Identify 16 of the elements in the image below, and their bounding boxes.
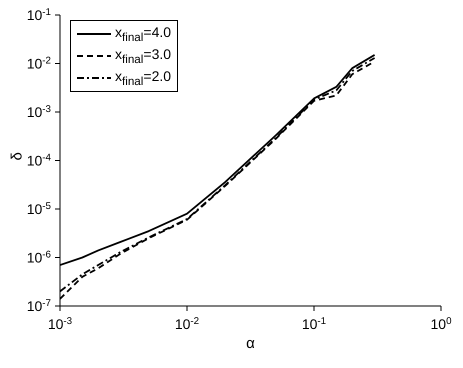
y-tick-label: 10$^{-4}$ [26,152,52,168]
y-tick-label: 10$^{-6}$ [26,249,52,266]
legend-label: x$_{final}$=3.0 [115,46,172,66]
legend-label: x$_{final}$=4.0 [115,24,172,44]
x-axis-title: α [246,335,256,352]
y-tick-label: 10$^{-5}$ [26,200,52,217]
y-tick-label: 10$^{-3}$ [26,104,52,120]
y-tick-label: 10$^{-7}$ [26,298,51,314]
y-axis-title: δ [8,152,26,160]
y-tick-label: 10$^{-1}$ [26,6,51,23]
x-tick-label: 10$^{-2}$ [174,316,200,332]
x-tick-label: 10$^{-1}$ [302,316,326,332]
x-tick-label: 10$^{0}$ [430,316,452,332]
y-tick-label: 10$^{-2}$ [26,55,51,72]
x-tick-label: 10$^{-3}$ [48,316,73,332]
legend-label: x$_{final}$=2.0 [115,68,172,88]
